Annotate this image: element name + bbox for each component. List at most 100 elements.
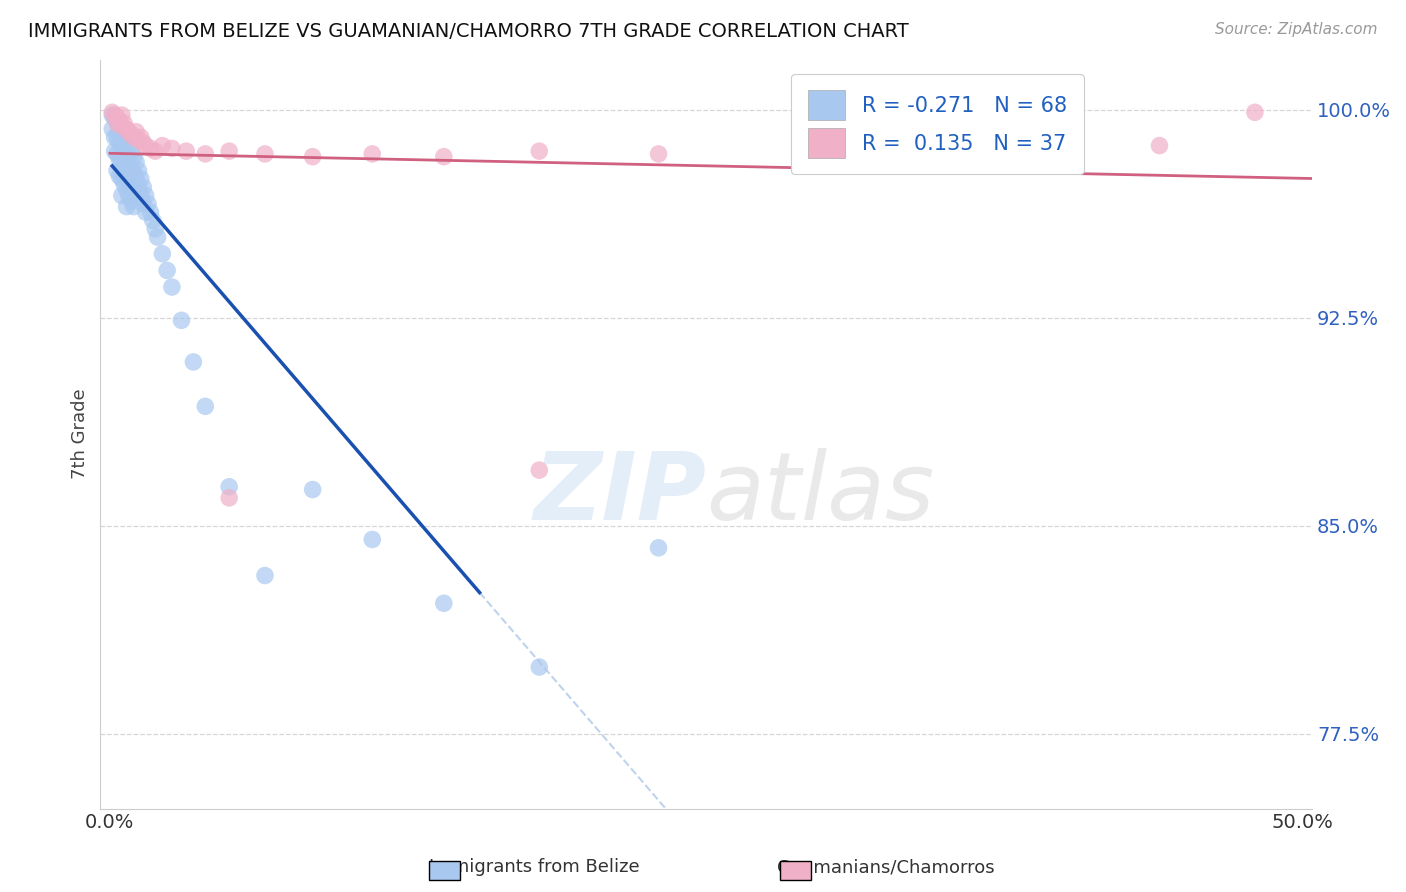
Point — [139, 205, 162, 219]
Point — [115, 166, 138, 180]
Point — [105, 147, 128, 161]
Point — [118, 138, 141, 153]
Point — [108, 169, 131, 183]
Point — [105, 163, 128, 178]
Point — [957, 141, 980, 155]
Point — [111, 172, 134, 186]
Text: Guamanians/Chamorros: Guamanians/Chamorros — [778, 858, 994, 876]
Point — [647, 541, 669, 555]
Point — [115, 150, 138, 164]
Point — [253, 568, 276, 582]
Text: Immigrants from Belize: Immigrants from Belize — [429, 858, 640, 876]
Point — [253, 147, 276, 161]
Point — [529, 144, 551, 158]
Point — [194, 147, 217, 161]
Y-axis label: 7th Grade: 7th Grade — [72, 389, 89, 479]
Point — [111, 119, 134, 133]
Point — [361, 147, 384, 161]
Point — [125, 188, 148, 202]
Point — [125, 155, 148, 169]
Point — [170, 313, 193, 327]
Point — [104, 111, 127, 125]
Point — [122, 166, 145, 180]
Point — [120, 178, 142, 192]
Point — [125, 172, 148, 186]
Point — [112, 144, 135, 158]
Point — [129, 172, 152, 186]
Point — [108, 136, 131, 150]
Point — [160, 280, 183, 294]
Point — [122, 150, 145, 164]
Point — [120, 128, 142, 142]
Point — [160, 141, 183, 155]
Point — [112, 128, 135, 142]
Point — [101, 105, 124, 120]
Point — [143, 222, 166, 236]
Point — [150, 246, 173, 260]
Legend: R = -0.271   N = 68, R =  0.135   N = 37: R = -0.271 N = 68, R = 0.135 N = 37 — [792, 74, 1084, 175]
Point — [105, 113, 128, 128]
Point — [112, 178, 135, 192]
Point — [120, 161, 142, 175]
Point — [118, 188, 141, 202]
Point — [790, 144, 813, 158]
Point — [111, 108, 134, 122]
Point — [218, 491, 240, 505]
Point — [136, 197, 159, 211]
Point — [135, 205, 157, 219]
Point — [529, 660, 551, 674]
Point — [361, 533, 384, 547]
Point — [129, 188, 152, 202]
Point — [183, 355, 205, 369]
Point — [108, 113, 131, 128]
Text: IMMIGRANTS FROM BELIZE VS GUAMANIAN/CHAMORRO 7TH GRADE CORRELATION CHART: IMMIGRANTS FROM BELIZE VS GUAMANIAN/CHAM… — [28, 22, 908, 41]
Text: Source: ZipAtlas.com: Source: ZipAtlas.com — [1215, 22, 1378, 37]
Point — [111, 138, 134, 153]
Point — [108, 119, 131, 133]
Point — [122, 200, 145, 214]
Point — [128, 163, 150, 178]
Point — [104, 108, 127, 122]
Point — [135, 138, 157, 153]
Point — [128, 133, 150, 147]
Point — [529, 463, 551, 477]
Text: ZIP: ZIP — [533, 448, 706, 540]
Point — [862, 144, 884, 158]
Text: atlas: atlas — [706, 449, 935, 540]
Point — [218, 480, 240, 494]
Point — [111, 188, 134, 202]
Point — [433, 150, 456, 164]
Point — [132, 197, 155, 211]
Point — [218, 144, 240, 158]
Point — [156, 263, 179, 277]
Point — [111, 122, 134, 136]
Point — [143, 144, 166, 158]
Point — [1244, 105, 1267, 120]
Point — [433, 596, 456, 610]
Point — [194, 400, 217, 414]
Point — [122, 183, 145, 197]
Point — [120, 194, 142, 208]
Point — [118, 172, 141, 186]
Point — [111, 155, 134, 169]
Point — [105, 111, 128, 125]
Point — [104, 144, 127, 158]
Point — [135, 188, 157, 202]
Point — [115, 133, 138, 147]
Point — [115, 183, 138, 197]
Point — [146, 230, 169, 244]
Point — [647, 147, 669, 161]
Point — [115, 122, 138, 136]
Point — [118, 155, 141, 169]
Point — [129, 130, 152, 145]
Point — [101, 122, 124, 136]
Point — [118, 125, 141, 139]
Point — [139, 141, 162, 155]
Point — [128, 180, 150, 194]
Point — [301, 150, 323, 164]
Point — [301, 483, 323, 497]
Point — [112, 116, 135, 130]
Point — [174, 144, 197, 158]
Point — [120, 144, 142, 158]
Point — [142, 213, 165, 227]
